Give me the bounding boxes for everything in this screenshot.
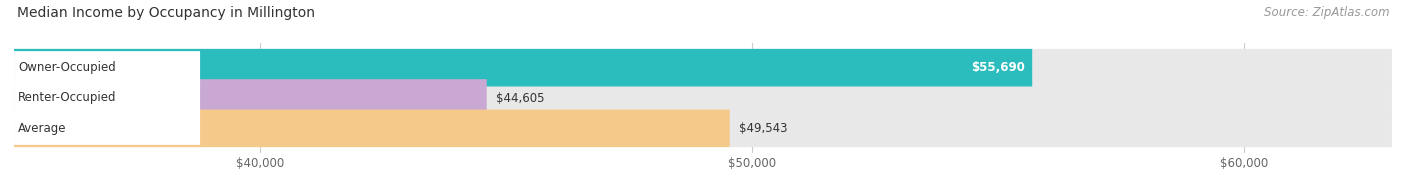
Text: $49,543: $49,543 (740, 122, 787, 135)
Text: $44,605: $44,605 (496, 92, 546, 104)
FancyBboxPatch shape (14, 82, 200, 114)
FancyBboxPatch shape (14, 49, 1032, 86)
FancyBboxPatch shape (14, 79, 1392, 117)
FancyBboxPatch shape (14, 112, 200, 145)
FancyBboxPatch shape (14, 110, 730, 147)
FancyBboxPatch shape (14, 51, 200, 84)
Text: Source: ZipAtlas.com: Source: ZipAtlas.com (1264, 6, 1389, 19)
Text: Median Income by Occupancy in Millington: Median Income by Occupancy in Millington (17, 6, 315, 20)
Text: Average: Average (18, 122, 66, 135)
Text: Owner-Occupied: Owner-Occupied (18, 61, 115, 74)
FancyBboxPatch shape (14, 49, 1392, 86)
FancyBboxPatch shape (14, 110, 1392, 147)
FancyBboxPatch shape (14, 79, 486, 117)
Text: Renter-Occupied: Renter-Occupied (18, 92, 117, 104)
Text: $55,690: $55,690 (972, 61, 1025, 74)
